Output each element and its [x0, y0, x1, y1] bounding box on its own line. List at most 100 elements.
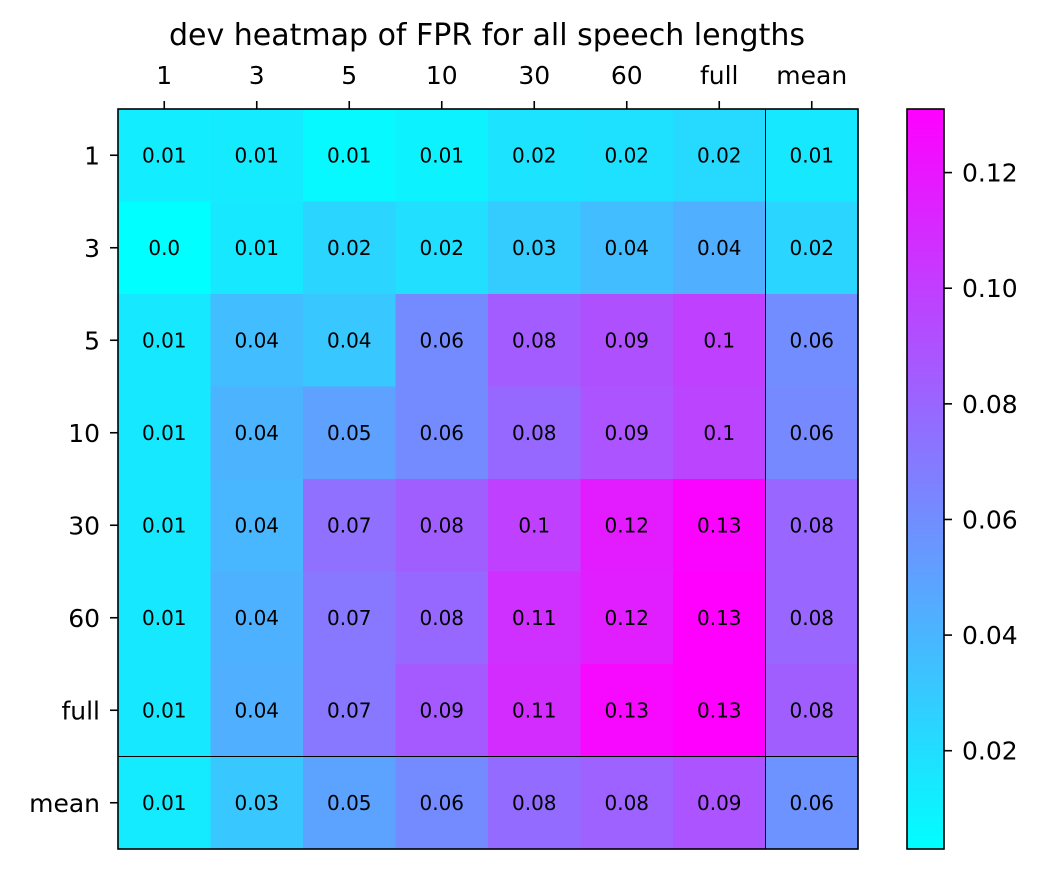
- cell-value-label-r1-c7: 0.02: [789, 236, 834, 260]
- cell-value-label-r7-c6: 0.09: [697, 791, 742, 815]
- cell-value-label-r5-c2: 0.07: [327, 606, 372, 630]
- heatmap-cell-r6-c5: [580, 664, 674, 758]
- heatmap-cell-r0-c6: [673, 109, 767, 203]
- cell-value-label-r4-c3: 0.08: [419, 513, 464, 537]
- x-tick-label: 3: [249, 61, 265, 90]
- cell-value-label-r0-c5: 0.02: [604, 143, 649, 167]
- cell-value-label-r7-c0: 0.01: [142, 791, 187, 815]
- cell-value-label-r1-c5: 0.04: [604, 236, 649, 260]
- cell-value-label-r2-c7: 0.06: [789, 328, 834, 352]
- chart-title: dev heatmap of FPR for all speech length…: [169, 18, 805, 53]
- heatmap-cell-r4-c2: [303, 479, 397, 573]
- heatmap-cell-r6-c1: [210, 664, 304, 758]
- cell-value-label-r1-c2: 0.02: [327, 236, 372, 260]
- cell-value-label-r6-c3: 0.09: [419, 698, 464, 722]
- cell-value-label-r7-c2: 0.05: [327, 791, 372, 815]
- heatmap-cell-r3-c1: [210, 386, 304, 480]
- heatmap-cell-r7-c7: [765, 756, 859, 850]
- cell-value-label-r7-c1: 0.03: [234, 791, 279, 815]
- heatmap-cell-r6-c0: [118, 664, 212, 758]
- x-tick-label: full: [700, 61, 739, 90]
- heatmap-cell-r2-c5: [580, 294, 674, 388]
- heatmap-cell-r5-c3: [395, 571, 489, 665]
- cell-value-label-r2-c4: 0.08: [512, 328, 557, 352]
- heatmap-cell-r4-c6: [673, 479, 767, 573]
- x-tick-label: 5: [341, 61, 357, 90]
- heatmap-cells: [118, 109, 859, 850]
- cell-value-label-r0-c2: 0.01: [327, 143, 372, 167]
- cell-value-label-r5-c4: 0.11: [512, 606, 557, 630]
- heatmap-cell-r3-c5: [580, 386, 674, 480]
- cell-value-label-r4-c5: 0.12: [604, 513, 649, 537]
- heatmap-cell-r6-c7: [765, 664, 859, 758]
- cell-value-label-r5-c6: 0.13: [697, 606, 742, 630]
- heatmap-cell-r6-c2: [303, 664, 397, 758]
- colorbar-frame: [906, 108, 945, 850]
- cell-value-label-r2-c1: 0.04: [234, 328, 279, 352]
- cell-value-label-r3-c4: 0.08: [512, 421, 557, 445]
- heatmap-cell-r7-c1: [210, 756, 304, 850]
- heatmap-cell-r6-c3: [395, 664, 489, 758]
- heatmap-cell-r5-c6: [673, 571, 767, 665]
- heatmap-cell-r2-c2: [303, 294, 397, 388]
- heatmap-cell-r6-c6: [673, 664, 767, 758]
- heatmap-cell-r5-c5: [580, 571, 674, 665]
- cell-value-label-r4-c7: 0.08: [789, 513, 834, 537]
- cell-value-label-r7-c4: 0.08: [512, 791, 557, 815]
- heatmap-cell-r2-c0: [118, 294, 212, 388]
- heatmap-cell-r2-c1: [210, 294, 304, 388]
- heatmap-cell-r2-c4: [488, 294, 582, 388]
- cell-value-label-r5-c0: 0.01: [142, 606, 187, 630]
- cell-value-label-r1-c4: 0.03: [512, 236, 557, 260]
- heatmap-cell-r0-c0: [118, 109, 212, 203]
- cell-value-label-r5-c7: 0.08: [789, 606, 834, 630]
- y-tick-label: 60: [68, 604, 100, 633]
- colorbar-tick-label: 0.12: [962, 159, 1018, 188]
- cell-value-label-r0-c4: 0.02: [512, 143, 557, 167]
- heatmap-cell-r4-c7: [765, 479, 859, 573]
- x-axis-top: 1 3 5 10 30 60 full mean: [156, 61, 847, 109]
- heatmap-cell-r4-c0: [118, 479, 212, 573]
- heatmap-cell-r5-c4: [488, 571, 582, 665]
- cell-value-label-r1-c1: 0.01: [234, 236, 279, 260]
- x-tick-label: mean: [776, 61, 847, 90]
- cell-value-label-r3-c2: 0.05: [327, 421, 372, 445]
- cell-value-label-r3-c6: 0.1: [703, 421, 735, 445]
- cell-value-label-r0-c3: 0.01: [419, 143, 464, 167]
- cell-value-label-r5-c1: 0.04: [234, 606, 279, 630]
- cell-value-label-r4-c1: 0.04: [234, 513, 279, 537]
- colorbar: 0.02 0.04 0.06 0.08 0.10 0.12: [906, 108, 1018, 850]
- y-tick-label: 10: [68, 419, 100, 448]
- colorbar-tick-label: 0.10: [962, 274, 1018, 303]
- cell-value-label-r0-c6: 0.02: [697, 143, 742, 167]
- heatmap-cell-r4-c3: [395, 479, 489, 573]
- heatmap-cell-r4-c5: [580, 479, 674, 573]
- heatmap-cell-r3-c0: [118, 386, 212, 480]
- cell-value-label-r1-c0: 0.0: [148, 236, 180, 260]
- cell-value-label-r5-c5: 0.12: [604, 606, 649, 630]
- heatmap-cell-r7-c2: [303, 756, 397, 850]
- heatmap-cell-r0-c3: [395, 109, 489, 203]
- heatmap-cell-r3-c3: [395, 386, 489, 480]
- cell-value-label-r4-c6: 0.13: [697, 513, 742, 537]
- heatmap-cell-r7-c3: [395, 756, 489, 850]
- cell-value-label-r7-c7: 0.06: [789, 791, 834, 815]
- x-tick-label: 10: [426, 61, 458, 90]
- mean-separators: [118, 109, 858, 849]
- colorbar-tick-label: 0.06: [962, 505, 1018, 534]
- x-tick-label: 30: [518, 61, 550, 90]
- heatmap-cell-r1-c5: [580, 201, 674, 295]
- y-tick-label: mean: [29, 789, 100, 818]
- heatmap-cell-r1-c2: [303, 201, 397, 295]
- heatmap-cell-r3-c2: [303, 386, 397, 480]
- cell-value-label-r6-c6: 0.13: [697, 698, 742, 722]
- cell-value-label-r1-c6: 0.04: [697, 236, 742, 260]
- colorbar-tick-label: 0.04: [962, 621, 1018, 650]
- heatmap-cell-r1-c7: [765, 201, 859, 295]
- cell-value-label-r6-c2: 0.07: [327, 698, 372, 722]
- colorbar-tick-label: 0.02: [962, 737, 1018, 766]
- heatmap-cell-r2-c6: [673, 294, 767, 388]
- cell-value-label-r3-c5: 0.09: [604, 421, 649, 445]
- cell-value-label-r4-c4: 0.1: [518, 513, 550, 537]
